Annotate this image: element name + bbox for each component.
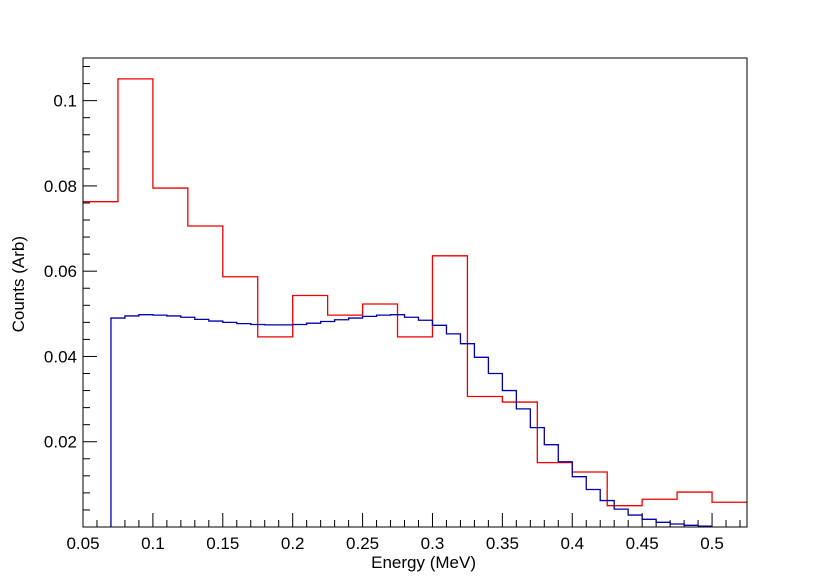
x-axis-title: Energy (MeV)	[371, 553, 476, 572]
y-tick-label: 0.02	[44, 433, 77, 452]
x-tick-label: 0.45	[626, 534, 659, 553]
series-layer	[83, 78, 747, 527]
y-tick-labels: 0.02 0.04 0.06 0.08 0.1	[44, 92, 77, 452]
y-tick-label: 0.1	[53, 92, 77, 111]
x-tick-label: 0.5	[700, 534, 724, 553]
y-axis-title: Counts (Arb)	[9, 236, 28, 332]
x-tick-label: 0.2	[281, 534, 305, 553]
x-minor-ticks	[96, 520, 741, 527]
x-tick-label: 0.15	[206, 534, 239, 553]
x-major-ticks	[82, 513, 713, 527]
x-tick-label: 0.4	[560, 534, 584, 553]
x-tick-label: 0.05	[66, 534, 99, 553]
y-tick-label: 0.08	[44, 177, 77, 196]
y-tick-label: 0.04	[44, 347, 77, 366]
plot-frame	[82, 57, 748, 528]
x-tick-label: 0.3	[421, 534, 445, 553]
y-minor-ticks	[83, 66, 90, 511]
x-tick-label: 0.35	[486, 534, 519, 553]
x-tick-label: 0.25	[346, 534, 379, 553]
y-tick-label: 0.06	[44, 262, 77, 281]
histogram-series-2	[110, 314, 713, 527]
histogram-series-1	[83, 78, 747, 507]
y-major-ticks	[83, 100, 97, 443]
x-tick-label: 0.1	[141, 534, 165, 553]
x-tick-labels: 0.05 0.1 0.15 0.2 0.25 0.3 0.35 0.4 0.45 0.5	[66, 534, 723, 553]
